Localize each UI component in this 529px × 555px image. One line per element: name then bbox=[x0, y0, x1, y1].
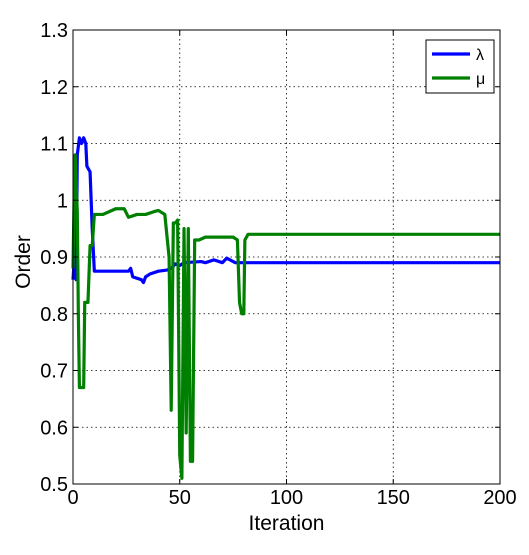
legend: λμ bbox=[425, 39, 495, 94]
x-tick-label: 200 bbox=[483, 487, 516, 509]
legend-label-1: λ bbox=[476, 47, 484, 64]
series-line-1 bbox=[71, 136, 500, 285]
legend-label-2: μ bbox=[476, 71, 485, 88]
y-tick-label: 0.9 bbox=[40, 247, 68, 269]
series-layer bbox=[71, 136, 500, 480]
y-tick-label: 1.3 bbox=[40, 20, 68, 42]
y-tick-label: 0.7 bbox=[40, 361, 68, 383]
grid-layer bbox=[73, 30, 500, 484]
y-tick-label: 0.6 bbox=[40, 417, 68, 439]
y-tick-label: 1.1 bbox=[40, 134, 68, 156]
y-tick-label: 0.5 bbox=[40, 474, 68, 496]
y-tick-label: 0.8 bbox=[40, 304, 68, 326]
x-tick-label: 100 bbox=[270, 487, 303, 509]
x-tick-label: 0 bbox=[67, 487, 78, 509]
y-tick-label: 1 bbox=[57, 190, 68, 212]
x-tick-label: 50 bbox=[169, 487, 191, 509]
x-tick-label: 150 bbox=[377, 487, 410, 509]
y-axis-label: Order bbox=[12, 235, 35, 289]
x-axis-label: Iteration bbox=[249, 512, 325, 535]
series-line-2 bbox=[71, 153, 500, 480]
y-tick-label: 1.2 bbox=[40, 77, 68, 99]
tick-layer: 0 50 100 150 200 0.5 0.6 0.7 0.8 0.9 1 1.1 1.2 1.3 bbox=[40, 20, 517, 509]
legend-box bbox=[425, 39, 495, 94]
